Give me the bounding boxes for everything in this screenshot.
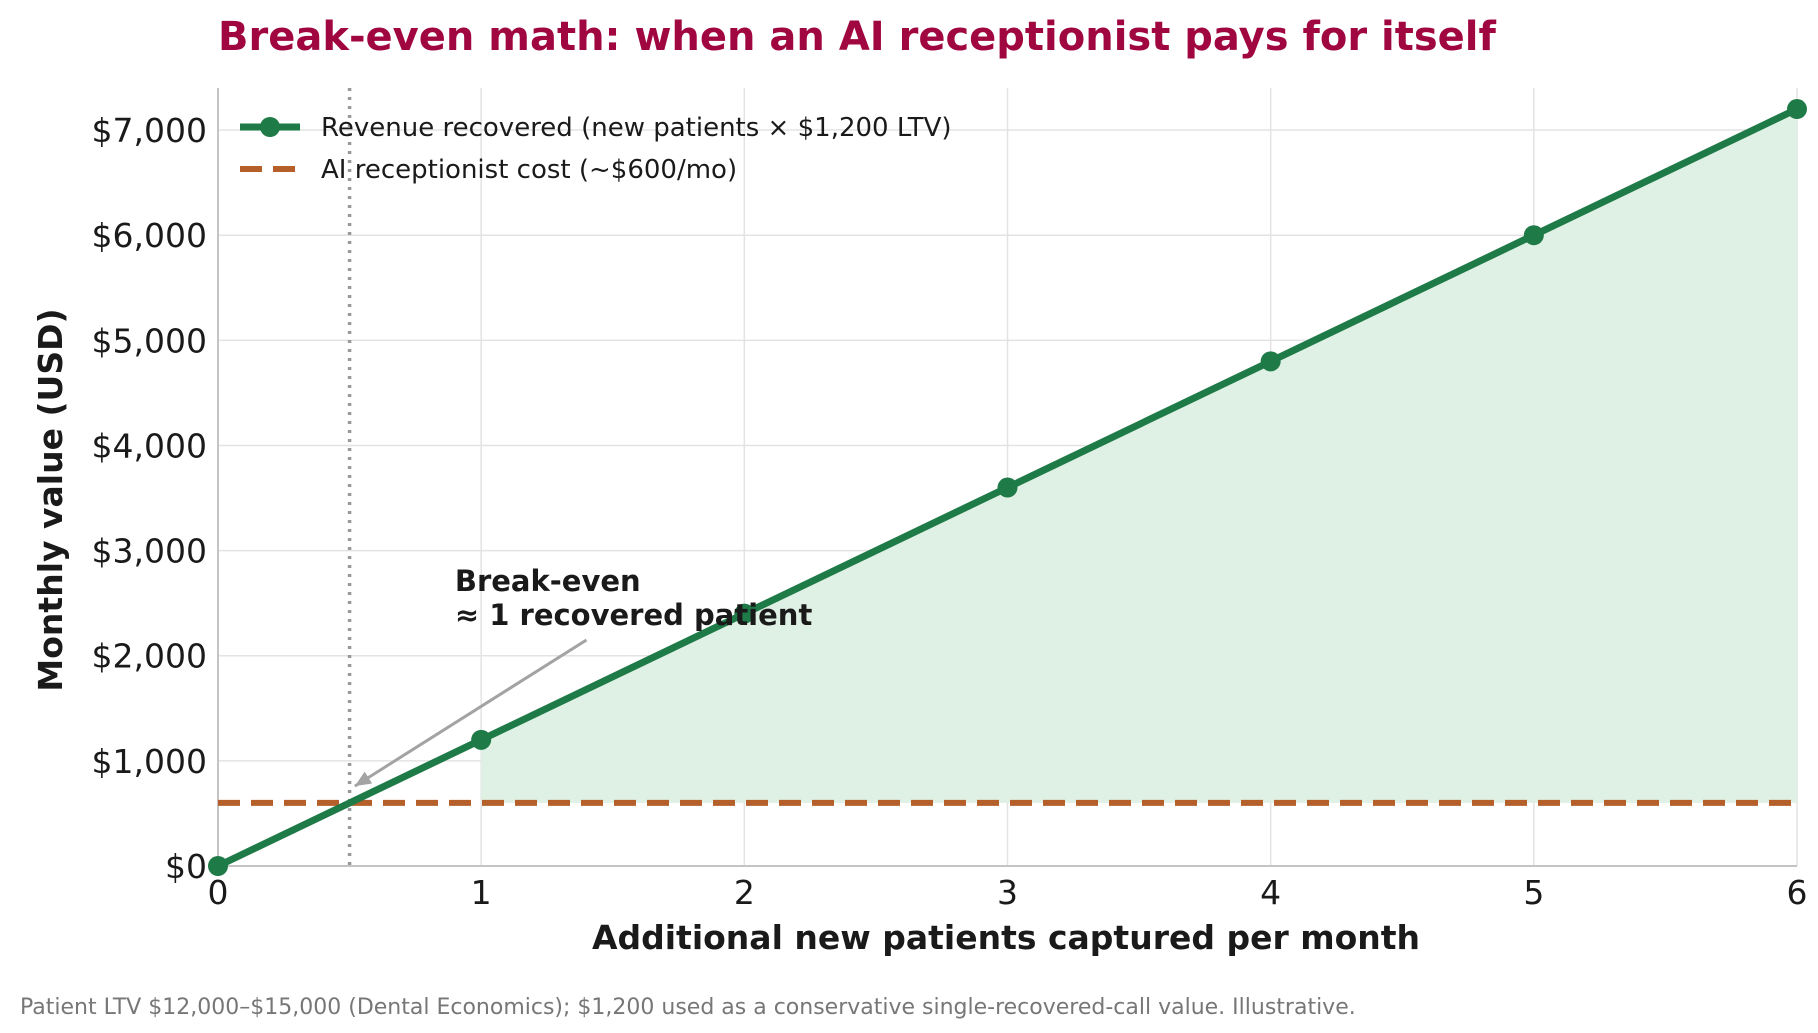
break-even-annotation: Break-even≈ 1 recovered patient	[354, 564, 813, 788]
revenue-point-4	[1260, 351, 1281, 372]
revenue-point-2	[734, 603, 755, 624]
x-tick-label-6: 6	[1787, 873, 1808, 912]
y-tick-label-5: $5,000	[92, 321, 207, 360]
y-tick-label-3: $3,000	[92, 532, 207, 571]
series-layer	[208, 88, 1807, 876]
annotation-arrow-head	[354, 771, 373, 787]
x-axis-ticks: 0 1 2 3 4 5 6	[208, 873, 1808, 912]
y-tick-label-0: $0	[165, 847, 207, 886]
legend: Revenue recovered (new patients × $1,200…	[240, 113, 952, 185]
annotation-text-line-1: ≈ 1 recovered patient	[455, 598, 813, 632]
y-tick-label-1: $1,000	[92, 742, 207, 781]
x-tick-label-5: 5	[1523, 873, 1544, 912]
chart-title: Break-even math: when an AI receptionist…	[218, 14, 1496, 60]
y-tick-label-4: $4,000	[92, 426, 207, 465]
profit-shaded-area	[481, 109, 1798, 803]
x-tick-label-3: 3	[997, 873, 1018, 912]
x-tick-label-1: 1	[471, 873, 492, 912]
legend-marker-revenue	[260, 117, 280, 137]
profit-region	[481, 109, 1798, 803]
axes	[217, 88, 1797, 867]
revenue-point-1	[471, 729, 492, 750]
y-tick-label-2: $2,000	[92, 637, 207, 676]
y-tick-label-7: $7,000	[92, 111, 207, 150]
legend-label-revenue: Revenue recovered (new patients × $1,200…	[321, 113, 952, 143]
legend-label-cost: AI receptionist cost (~$600/mo)	[321, 155, 737, 185]
revenue-point-6	[1787, 99, 1807, 120]
x-tick-label-2: 2	[734, 873, 755, 912]
x-tick-label-0: 0	[208, 873, 229, 912]
annotation-text-line-0: Break-even	[455, 564, 641, 598]
annotation-arrow-line	[354, 638, 588, 788]
x-tick-label-4: 4	[1260, 873, 1281, 912]
revenue-point-5	[1523, 225, 1544, 246]
y-axis-ticks: $0 $1,000 $2,000 $3,000 $4,000 $5,000 $6,000 $7…	[92, 111, 207, 886]
footnote: Patient LTV $12,000–$15,000 (Dental Econ…	[20, 995, 1356, 1020]
x-axis-label: Additional new patients captured per mon…	[592, 918, 1420, 957]
revenue-point-0	[208, 856, 228, 876]
revenue-point-3	[997, 477, 1018, 498]
y-axis-label: Monthly value (USD)	[31, 308, 70, 691]
y-tick-label-6: $6,000	[92, 216, 207, 255]
